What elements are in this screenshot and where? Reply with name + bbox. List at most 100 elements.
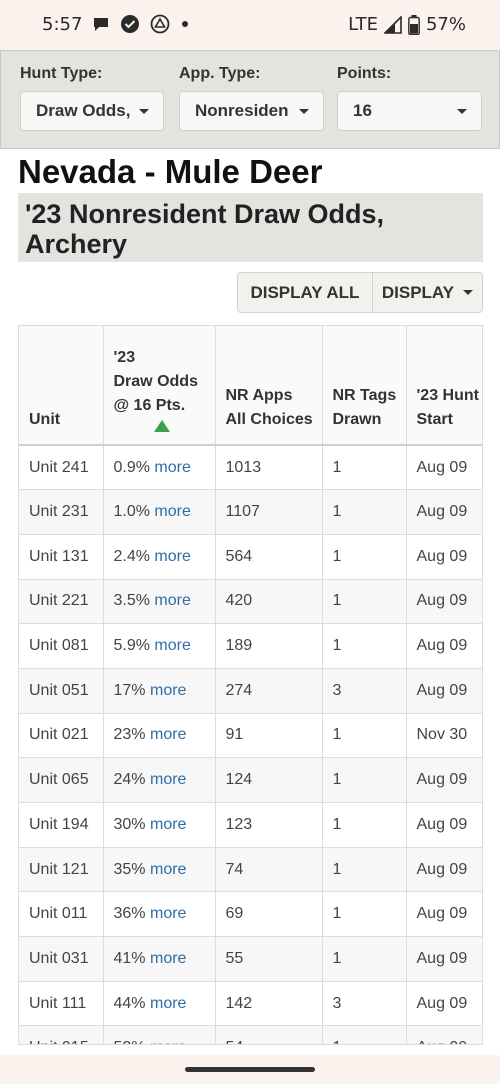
filter-hunt-type: Hunt Type: Draw Odds, (20, 65, 164, 131)
odds-value: 35% (113, 860, 146, 878)
cell-unit: Unit 081 (19, 623, 104, 669)
more-link[interactable]: more (149, 949, 187, 967)
more-link[interactable]: more (154, 547, 191, 565)
more-link[interactable]: more (149, 681, 187, 699)
more-link[interactable]: more (149, 771, 187, 789)
select-value: Nonresiden (195, 101, 289, 120)
cell-nr-tags: 1 (322, 579, 407, 625)
header-line: Drawn (332, 411, 382, 428)
drive-icon (150, 14, 170, 34)
odds-value: 2.4% (113, 547, 150, 565)
cell-nr-apps: 274 (215, 668, 323, 714)
sort-ascending-icon[interactable] (153, 420, 170, 432)
cell-nr-apps: 564 (215, 534, 323, 580)
display-dropdown-button[interactable]: DISPLAY (373, 273, 482, 312)
header-line: NR Apps (225, 387, 293, 404)
col-nr-apps-header[interactable]: NR Apps All Choices (215, 326, 323, 446)
odds-value: 52% (114, 1039, 146, 1044)
more-link[interactable]: more (154, 458, 191, 476)
col-draw-odds-header[interactable]: '23 Draw Odds @ 16 Pts. (103, 326, 216, 446)
cell-nr-tags: 1 (322, 489, 407, 535)
cell-unit: Unit 011 (19, 891, 104, 938)
hunt-type-select[interactable]: Draw Odds, (20, 91, 164, 131)
col-hunt-start-header[interactable]: '23 Hunt Start (406, 326, 482, 446)
header-line: @ 16 Pts. (113, 397, 186, 414)
header-line: '23 Hunt (416, 387, 479, 404)
cell-draw-odds: 30% more (103, 802, 216, 848)
cell-hunt-start: Aug 09 (406, 489, 482, 535)
table-row: Unit 231 1.0% more 1107 1 Aug 09 (19, 489, 482, 535)
more-link[interactable]: more (149, 860, 187, 878)
more-link[interactable]: more (150, 1039, 186, 1044)
cell-nr-tags: 1 (322, 757, 407, 803)
cell-unit: Unit 221 (19, 579, 104, 625)
cell-hunt-start: Aug 09 (406, 579, 482, 625)
table-row: Unit 111 44% more 142 3 Aug 09 (19, 981, 482, 1027)
table-row: Unit 194 30% more 123 1 Aug 09 (19, 802, 482, 848)
cell-nr-apps: 91 (215, 713, 323, 759)
filter-label: App. Type: (179, 65, 261, 82)
cell-unit: Unit 021 (19, 713, 104, 759)
cell-unit: Unit 031 (19, 936, 104, 982)
cell-nr-apps: 420 (215, 579, 323, 625)
odds-value: 24% (113, 771, 146, 789)
draw-odds-table: Unit '23 Draw Odds @ 16 Pts. NR Apps All… (18, 325, 483, 1045)
col-nr-tags-header[interactable]: NR Tags Drawn (322, 326, 407, 446)
caret-down-icon (299, 109, 309, 114)
col-unit-header[interactable]: Unit (19, 326, 104, 446)
page-subtitle: '23 Nonresident Draw Odds, Archery (18, 193, 483, 262)
app-type-select[interactable]: Nonresiden (179, 91, 324, 131)
display-all-label: DISPLAY ALL (250, 282, 360, 302)
cell-nr-tags: 1 (322, 534, 407, 580)
cell-nr-tags: 1 (322, 713, 407, 759)
header-text: Unit (29, 411, 61, 428)
more-link[interactable]: more (154, 503, 191, 521)
more-link[interactable]: more (149, 815, 187, 833)
table-row: Unit 051 17% more 274 3 Aug 09 (19, 668, 482, 714)
more-link[interactable]: more (154, 637, 191, 655)
cell-nr-tags: 3 (322, 981, 407, 1027)
header-line: '23 (113, 349, 136, 366)
cell-nr-tags: 1 (322, 891, 407, 938)
points-select[interactable]: 16 (337, 91, 482, 131)
cell-nr-apps: 189 (215, 623, 323, 669)
network-label: LTE (348, 14, 378, 35)
cell-draw-odds: 2.4% more (103, 534, 216, 580)
cell-nr-apps: 69 (215, 891, 323, 938)
cell-nr-apps: 123 (215, 802, 323, 848)
cell-draw-odds: 35% more (103, 847, 216, 893)
cell-unit: Unit 241 (19, 445, 104, 491)
status-time: 5:57 (42, 14, 83, 35)
cell-nr-apps: 74 (215, 847, 323, 893)
cell-draw-odds: 52% more (103, 1025, 216, 1044)
cell-draw-odds: 3.5% more (103, 579, 216, 625)
cell-hunt-start: Aug 09 (406, 757, 482, 803)
more-link[interactable]: more (149, 726, 187, 744)
more-link[interactable]: more (149, 905, 187, 923)
status-right: LTE 57% (348, 14, 466, 35)
table-row: Unit 011 36% more 69 1 Aug 09 (19, 891, 482, 938)
battery-icon (408, 14, 420, 35)
more-link[interactable]: more (154, 592, 191, 610)
table-header-row: Unit '23 Draw Odds @ 16 Pts. NR Apps All… (19, 326, 482, 446)
cell-nr-apps: 55 (215, 936, 323, 982)
cell-hunt-start: Nov 30 (406, 713, 482, 759)
display-button-group: DISPLAY ALL DISPLAY (237, 272, 483, 313)
odds-value: 30% (113, 815, 146, 833)
cell-unit: Unit 231 (19, 489, 104, 535)
display-all-button[interactable]: DISPLAY ALL (238, 273, 373, 312)
home-handle[interactable] (185, 1067, 315, 1072)
header-line: All Choices (225, 411, 313, 428)
table-row: Unit 131 2.4% more 564 1 Aug 09 (19, 534, 482, 580)
cell-nr-apps: 124 (215, 757, 323, 803)
more-link[interactable]: more (149, 994, 187, 1012)
more-dot-icon (182, 21, 188, 27)
odds-value: 41% (113, 949, 146, 967)
cell-nr-apps: 1107 (215, 489, 323, 535)
filter-label: Points: (337, 65, 392, 82)
filter-app-type: App. Type: Nonresiden (179, 65, 324, 131)
verified-check-icon (121, 15, 139, 33)
cell-draw-odds: 36% more (103, 891, 216, 938)
odds-value: 17% (113, 681, 146, 699)
select-value: Draw Odds, (36, 101, 131, 120)
